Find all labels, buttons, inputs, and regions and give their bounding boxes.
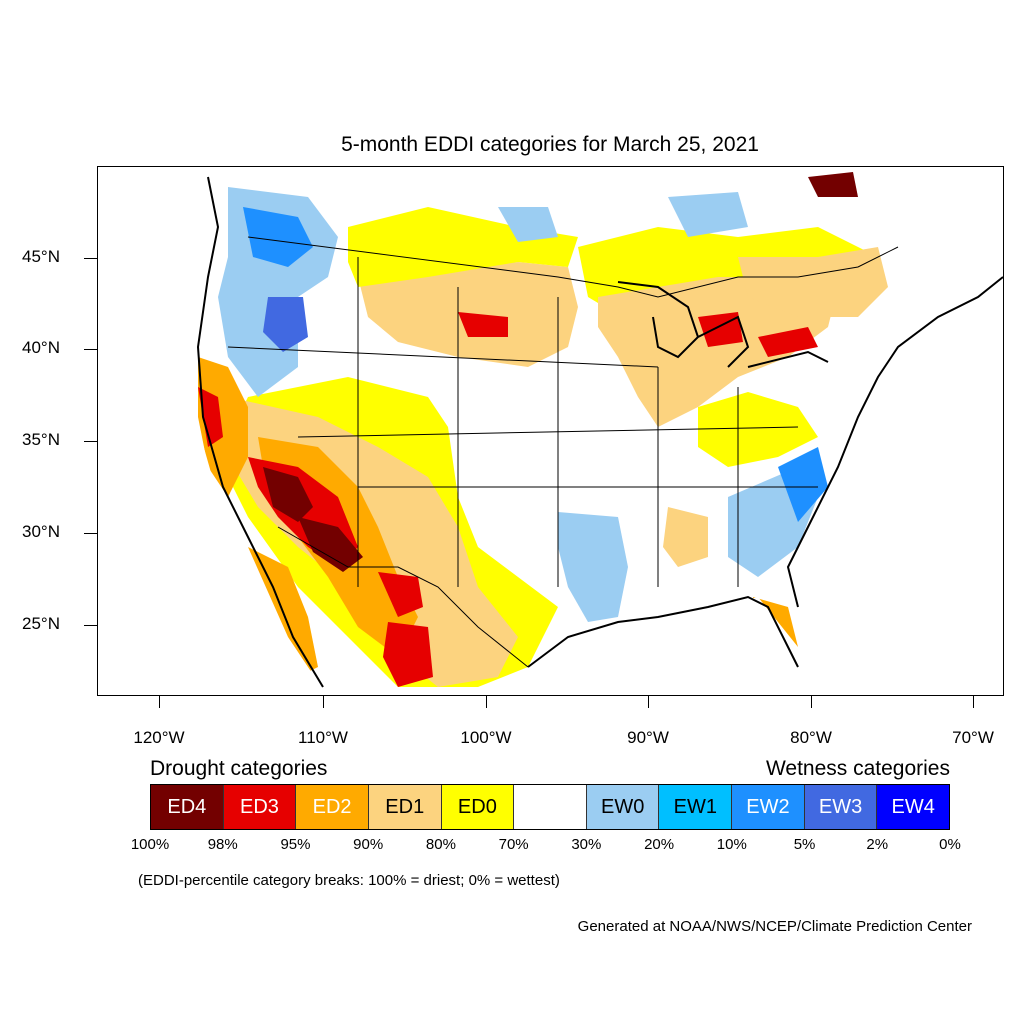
lat-tick-40: [84, 349, 97, 350]
legend-swatch-ew2: EW2: [732, 785, 805, 829]
break-label: 80%: [425, 836, 456, 853]
lat-tick-30: [84, 533, 97, 534]
coastline-gulf: [527, 595, 799, 668]
state-line-6: [227, 346, 659, 368]
lat-label: 45°N: [22, 247, 60, 266]
legend-swatch-ew0: EW0: [586, 785, 660, 829]
ed3-new-york: [758, 327, 818, 357]
lon-label: 70°W: [952, 728, 994, 747]
legend-swatch-ed2: ED2: [296, 785, 369, 829]
break-label: 70%: [498, 836, 529, 853]
break-label: 10%: [716, 836, 747, 853]
ed2-california: [198, 357, 248, 497]
lon-tick-70: [973, 696, 974, 708]
ed3-mexico-b: [383, 622, 433, 687]
break-label: 2%: [866, 836, 889, 853]
lat-label: 35°N: [22, 430, 60, 449]
coastline-west: [196, 176, 324, 688]
ed0-northern-tier: [348, 207, 578, 287]
border-canada: [247, 236, 899, 298]
ew2-carolinas: [778, 447, 828, 522]
eddi-map: [98, 167, 1003, 695]
break-label: 100%: [130, 836, 170, 853]
break-label: 98%: [207, 836, 238, 853]
map-panel: [97, 166, 1004, 696]
breaks-note: (EDDI-percentile category breaks: 100% =…: [138, 872, 560, 889]
ew3-idaho: [263, 297, 308, 352]
category-fill-layer: [198, 172, 888, 687]
legend-swatch-neutral: [514, 785, 587, 829]
lon-label: 100°W: [460, 728, 512, 747]
break-label: 0%: [939, 836, 961, 853]
category-legend: ED4 ED3 ED2 ED1 ED0 EW0 EW1 EW2 EW3 EW4: [150, 784, 950, 830]
ew0-lower-mississippi: [558, 512, 628, 622]
legend-swatch-ed3: ED3: [223, 785, 297, 829]
lat-label: 25°N: [22, 614, 60, 633]
break-label: 95%: [280, 836, 311, 853]
ed4-arizona: [298, 517, 363, 572]
lon-label: 120°W: [133, 728, 185, 747]
ew2-pacific-northwest: [243, 207, 313, 267]
ed1-northeast: [738, 247, 888, 317]
ed3-dakota: [458, 312, 508, 337]
lon-label: 90°W: [627, 728, 669, 747]
credit-line: Generated at NOAA/NWS/NCEP/Climate Predi…: [577, 918, 972, 935]
legend-swatch-ed1: ED1: [368, 785, 442, 829]
lat-tick-45: [84, 258, 97, 259]
legend-swatch-ew4: EW4: [877, 785, 950, 829]
ed1-gulf-coast: [663, 507, 708, 567]
legend-swatch-ew1: EW1: [659, 785, 733, 829]
border-mexico: [277, 526, 529, 668]
coastline-east: [786, 276, 1003, 608]
ed4-quebec: [808, 172, 858, 197]
ed3-california: [198, 387, 223, 447]
ed4-core: [263, 467, 313, 522]
great-lakes: [617, 281, 829, 368]
lat-label: 30°N: [22, 522, 60, 541]
ew0-ontario: [668, 192, 748, 237]
lat-tick-25: [84, 625, 97, 626]
lat-tick-35: [84, 441, 97, 442]
drought-heading: Drought categories: [150, 757, 328, 780]
wetness-heading: Wetness categories: [765, 757, 950, 780]
break-label: 20%: [644, 836, 675, 853]
ed3-mexico-a: [378, 572, 423, 617]
map-title: 5-month EDDI categories for March 25, 20…: [341, 133, 759, 156]
lon-tick-100: [486, 696, 487, 708]
break-label: 30%: [571, 836, 602, 853]
ocean-mask: [98, 167, 1003, 695]
legend-swatch-ed4: ED4: [151, 785, 224, 829]
lon-tick-80: [811, 696, 812, 708]
lat-label: 40°N: [22, 338, 60, 357]
lon-tick-110: [323, 696, 324, 708]
ed0-ohio-valley: [698, 392, 818, 467]
break-label: 5%: [793, 836, 816, 853]
legend-swatch-ew3: EW3: [804, 785, 878, 829]
legend-swatch-ed0: ED0: [441, 785, 515, 829]
break-label: 90%: [353, 836, 384, 853]
lon-label: 110°W: [298, 728, 348, 747]
boundaries: [196, 176, 1003, 688]
state-line-7: [297, 426, 799, 438]
lon-tick-90: [648, 696, 649, 708]
lon-label: 80°W: [790, 728, 832, 747]
lon-tick-120: [159, 696, 160, 708]
ew0-lake-superior: [498, 207, 558, 242]
